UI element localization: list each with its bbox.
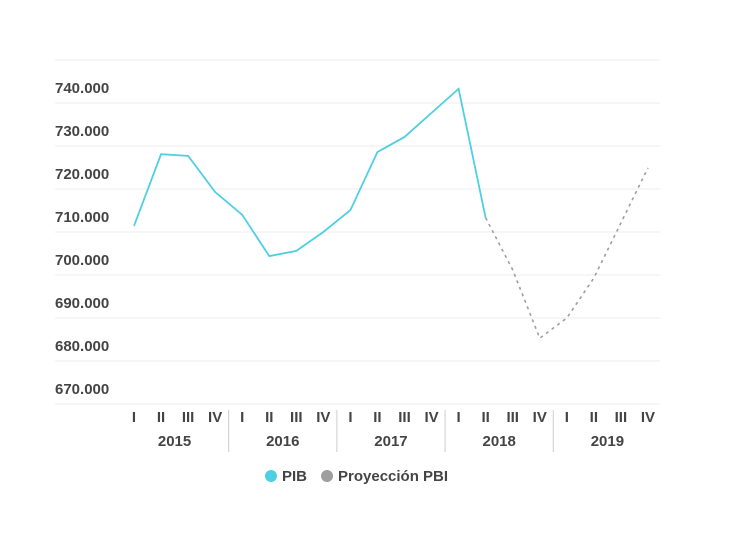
x-tick-label: III: [506, 409, 519, 426]
y-tick-label: 680.000: [55, 338, 109, 355]
y-tick-label: 690.000: [55, 295, 109, 312]
x-tick-label: II: [481, 409, 489, 426]
x-tick-label: I: [457, 409, 461, 426]
x-tick-label: I: [348, 409, 352, 426]
x-tick-label: IV: [316, 409, 330, 426]
x-tick-label: III: [615, 409, 628, 426]
x-tick-label: III: [290, 409, 303, 426]
legend-marker: [321, 470, 334, 482]
year-label: 2018: [482, 433, 515, 450]
line: [484, 167, 649, 340]
line: [133, 87, 487, 258]
legend-marker: [265, 470, 277, 482]
x-tick-label: II: [157, 409, 165, 426]
x-tick-label: I: [132, 409, 136, 426]
x-tick-label: IV: [208, 409, 222, 426]
y-tick-label: 740.000: [55, 80, 109, 97]
legend-label: PIB: [282, 468, 307, 485]
x-tick-label: II: [590, 409, 598, 426]
y-tick-label: 670.000: [55, 381, 109, 398]
year-label: 2016: [266, 433, 299, 450]
year-label: 2015: [158, 433, 191, 450]
y-tick-label: 710.000: [55, 209, 109, 226]
y-tick-label: 700.000: [55, 252, 109, 269]
x-tick-label: IV: [533, 409, 547, 426]
legend-label: Proyección PBI: [338, 468, 448, 485]
x-tick-label: I: [565, 409, 569, 426]
y-tick-label: 720.000: [55, 166, 109, 183]
x-tick-label: II: [373, 409, 381, 426]
x-tick-label: II: [265, 409, 273, 426]
x-tick-label: III: [182, 409, 195, 426]
x-tick-label: IV: [424, 409, 438, 426]
y-tick-label: 730.000: [55, 123, 109, 140]
x-tick-label: IV: [641, 409, 655, 426]
x-tick-label: I: [240, 409, 244, 426]
year-label: 2017: [374, 433, 407, 450]
year-label: 2019: [591, 433, 624, 450]
x-tick-label: III: [398, 409, 411, 426]
